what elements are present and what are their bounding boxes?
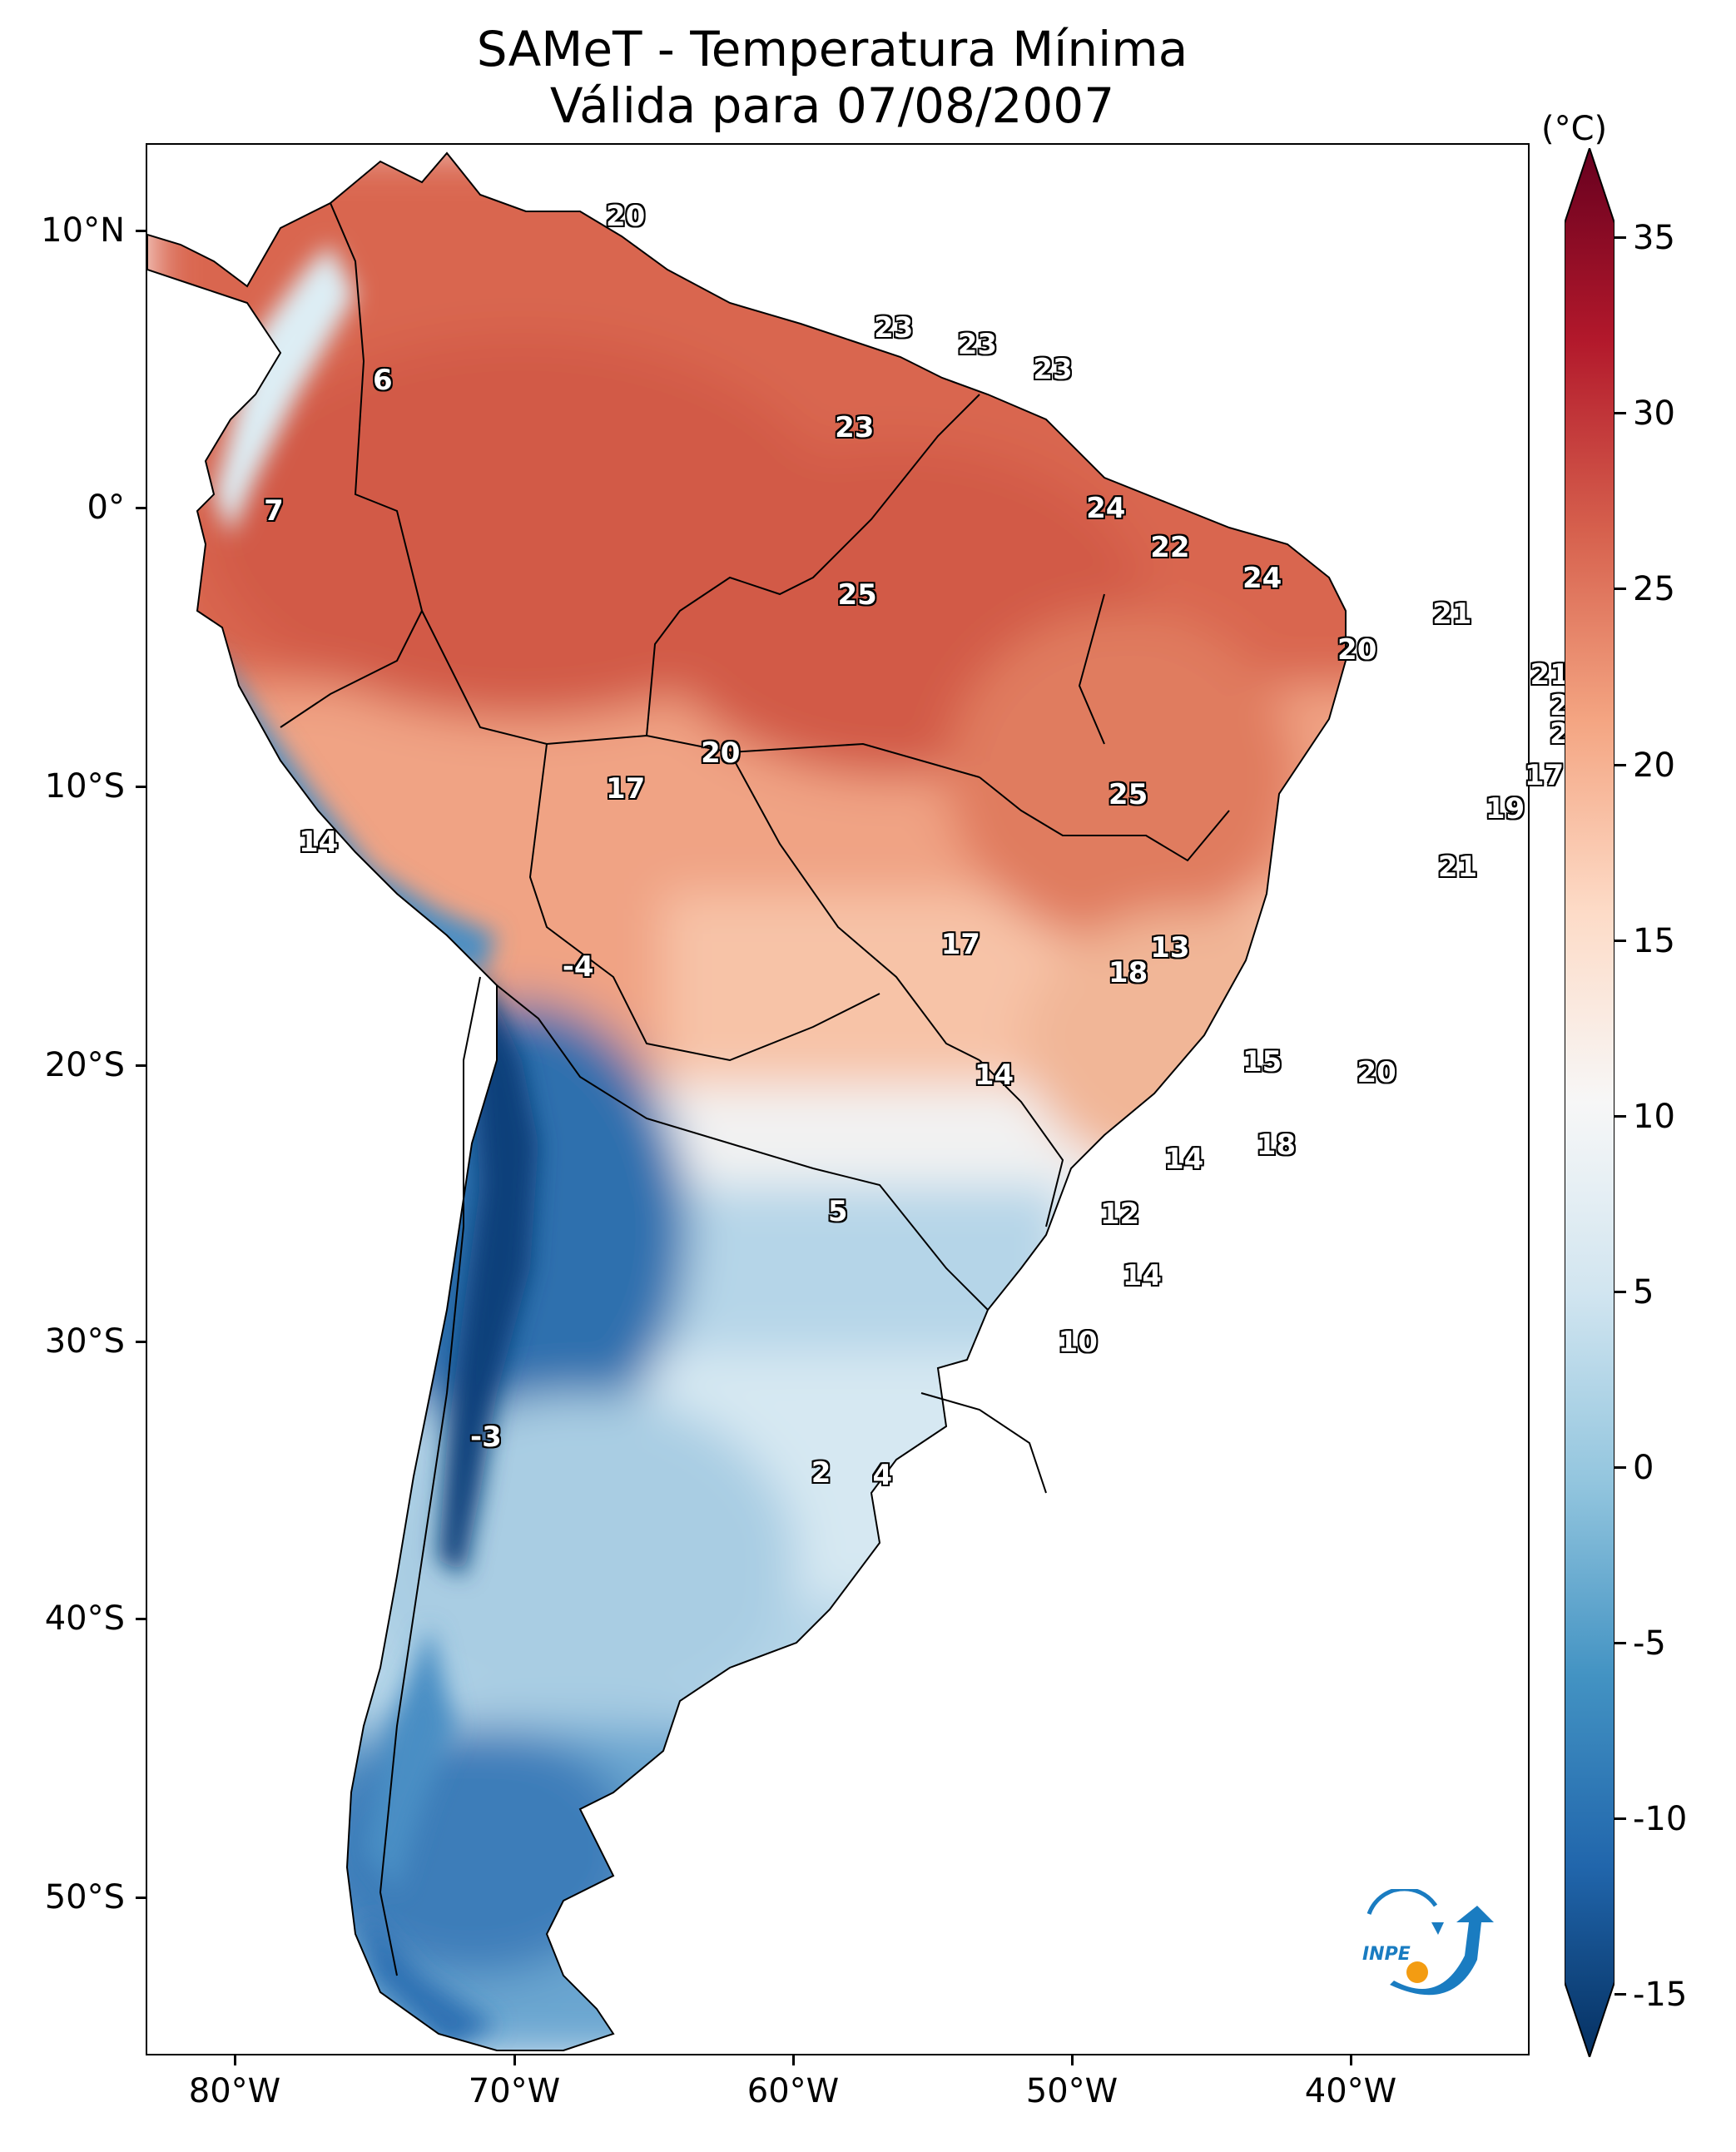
temperature-value-label: 14	[1122, 1258, 1163, 1292]
colorbar	[1565, 148, 1614, 2057]
temperature-value-label: 23	[957, 327, 998, 361]
temperature-value-label: 14	[974, 1059, 1014, 1093]
colorbar-tick	[1614, 1466, 1626, 1469]
lon-label-40w: 40°W	[1304, 2072, 1397, 2110]
temperature-value-label: 18	[1108, 955, 1148, 989]
lon-label-80w: 80°W	[188, 2072, 281, 2110]
colorbar-label: 20	[1633, 746, 1675, 785]
lat-tick	[136, 1341, 146, 1343]
colorbar-tick	[1614, 1642, 1626, 1644]
lat-tick	[136, 230, 146, 232]
colorbar-label: 5	[1633, 1273, 1654, 1312]
temperature-value-label: 22	[1150, 530, 1190, 564]
colorbar-label: 15	[1633, 922, 1675, 960]
temperature-value-label: 19	[1485, 791, 1525, 826]
temperature-value-label: -3	[470, 1420, 502, 1454]
temperature-value-label: 21	[1432, 597, 1472, 631]
temperature-value-label: 14	[298, 825, 339, 859]
colorbar-tick	[1614, 412, 1626, 414]
colorbar-tick	[1614, 1817, 1626, 1820]
map-area	[146, 143, 1530, 2055]
temperature-value-label: 14	[1164, 1142, 1204, 1176]
lat-label-20s: 20°S	[44, 1046, 125, 1084]
temperature-value-label: 6	[372, 364, 393, 398]
colorbar-label: -10	[1633, 1800, 1688, 1838]
temperature-value-label: 2	[811, 1455, 831, 1490]
temperature-value-label: 20	[1337, 633, 1377, 667]
colorbar-label: -15	[1633, 1976, 1688, 2014]
south-america-temperature-map	[147, 145, 1528, 2054]
temperature-value-label: 17	[1524, 758, 1565, 792]
lat-label-0: 0°	[87, 488, 125, 527]
lat-label-10s: 10°S	[44, 767, 125, 806]
temperature-value-label: 25	[1108, 778, 1148, 812]
colorbar-label: 10	[1633, 1098, 1675, 1136]
temperature-value-label: 24	[1086, 492, 1126, 525]
temperature-value-label: 18	[1256, 1128, 1297, 1162]
lon-label-70w: 70°W	[468, 2072, 561, 2110]
lon-label-50w: 50°W	[1025, 2072, 1118, 2110]
lon-label-60w: 60°W	[746, 2072, 840, 2110]
colorbar-tick	[1614, 1993, 1626, 1996]
temperature-value-label: 12	[1099, 1197, 1140, 1232]
map-title: SAMeT - Temperatura Mínima	[476, 21, 1188, 77]
temperature-value-label: 7	[264, 494, 284, 528]
temperature-value-label: 21	[1530, 658, 1570, 692]
temperature-value-label: 13	[1150, 930, 1190, 964]
colorbar-label: -5	[1633, 1624, 1666, 1663]
temperature-value-label: 10	[1058, 1326, 1098, 1359]
lon-tick	[234, 2055, 236, 2065]
temperature-value-label: -4	[562, 950, 594, 984]
inpe-logo-text: INPE	[1362, 1944, 1411, 1965]
temperature-value-label: 5	[827, 1195, 848, 1229]
temperature-value-label: 25	[837, 578, 877, 612]
colorbar-label: 35	[1633, 219, 1675, 257]
temperature-value-label: 23	[1033, 353, 1073, 386]
temperature-value-label: 20	[606, 200, 646, 234]
colorbar-tick	[1614, 1115, 1626, 1118]
lon-tick	[792, 2055, 795, 2065]
colorbar-tick	[1614, 764, 1626, 766]
colorbar-unit: (°C)	[1541, 110, 1608, 148]
temperature-value-label: 15	[1242, 1044, 1282, 1078]
colorbar-tick	[1614, 588, 1626, 590]
temperature-value-label: 21	[1437, 850, 1478, 884]
temperature-value-label: 24	[1242, 561, 1282, 595]
lat-tick	[136, 1064, 146, 1067]
temperature-value-label: 17	[940, 928, 980, 962]
map-subtitle: Válida para 07/08/2007	[549, 77, 1115, 134]
lon-tick	[1350, 2055, 1352, 2065]
colorbar-tick	[1614, 236, 1626, 239]
temperature-value-label: 20	[701, 736, 741, 770]
lat-tick	[136, 1618, 146, 1620]
inpe-logo: INPE	[1362, 1889, 1494, 1996]
colorbar-tick	[1614, 940, 1626, 942]
temperature-value-label: 4	[872, 1459, 893, 1493]
lon-tick	[1071, 2055, 1074, 2065]
temperature-value-label: 23	[835, 411, 875, 445]
lon-tick	[513, 2055, 516, 2065]
lat-label-30s: 30°S	[44, 1322, 125, 1361]
colorbar-label: 0	[1633, 1449, 1654, 1487]
colorbar-label: 30	[1633, 394, 1675, 433]
lat-label-50s: 50°S	[44, 1878, 125, 1916]
lat-label-40s: 40°S	[44, 1599, 125, 1638]
country-borders	[147, 152, 1347, 2051]
colorbar-label: 25	[1633, 570, 1675, 608]
lat-tick	[136, 507, 146, 509]
lat-tick	[136, 786, 146, 788]
temperature-value-label: 17	[606, 772, 646, 806]
colorbar-tick	[1614, 1291, 1626, 1293]
lat-tick	[136, 1897, 146, 1899]
temperature-value-label: 20	[1357, 1056, 1396, 1090]
temperature-value-label: 23	[874, 310, 914, 345]
lat-label-10n: 10°N	[41, 211, 125, 250]
